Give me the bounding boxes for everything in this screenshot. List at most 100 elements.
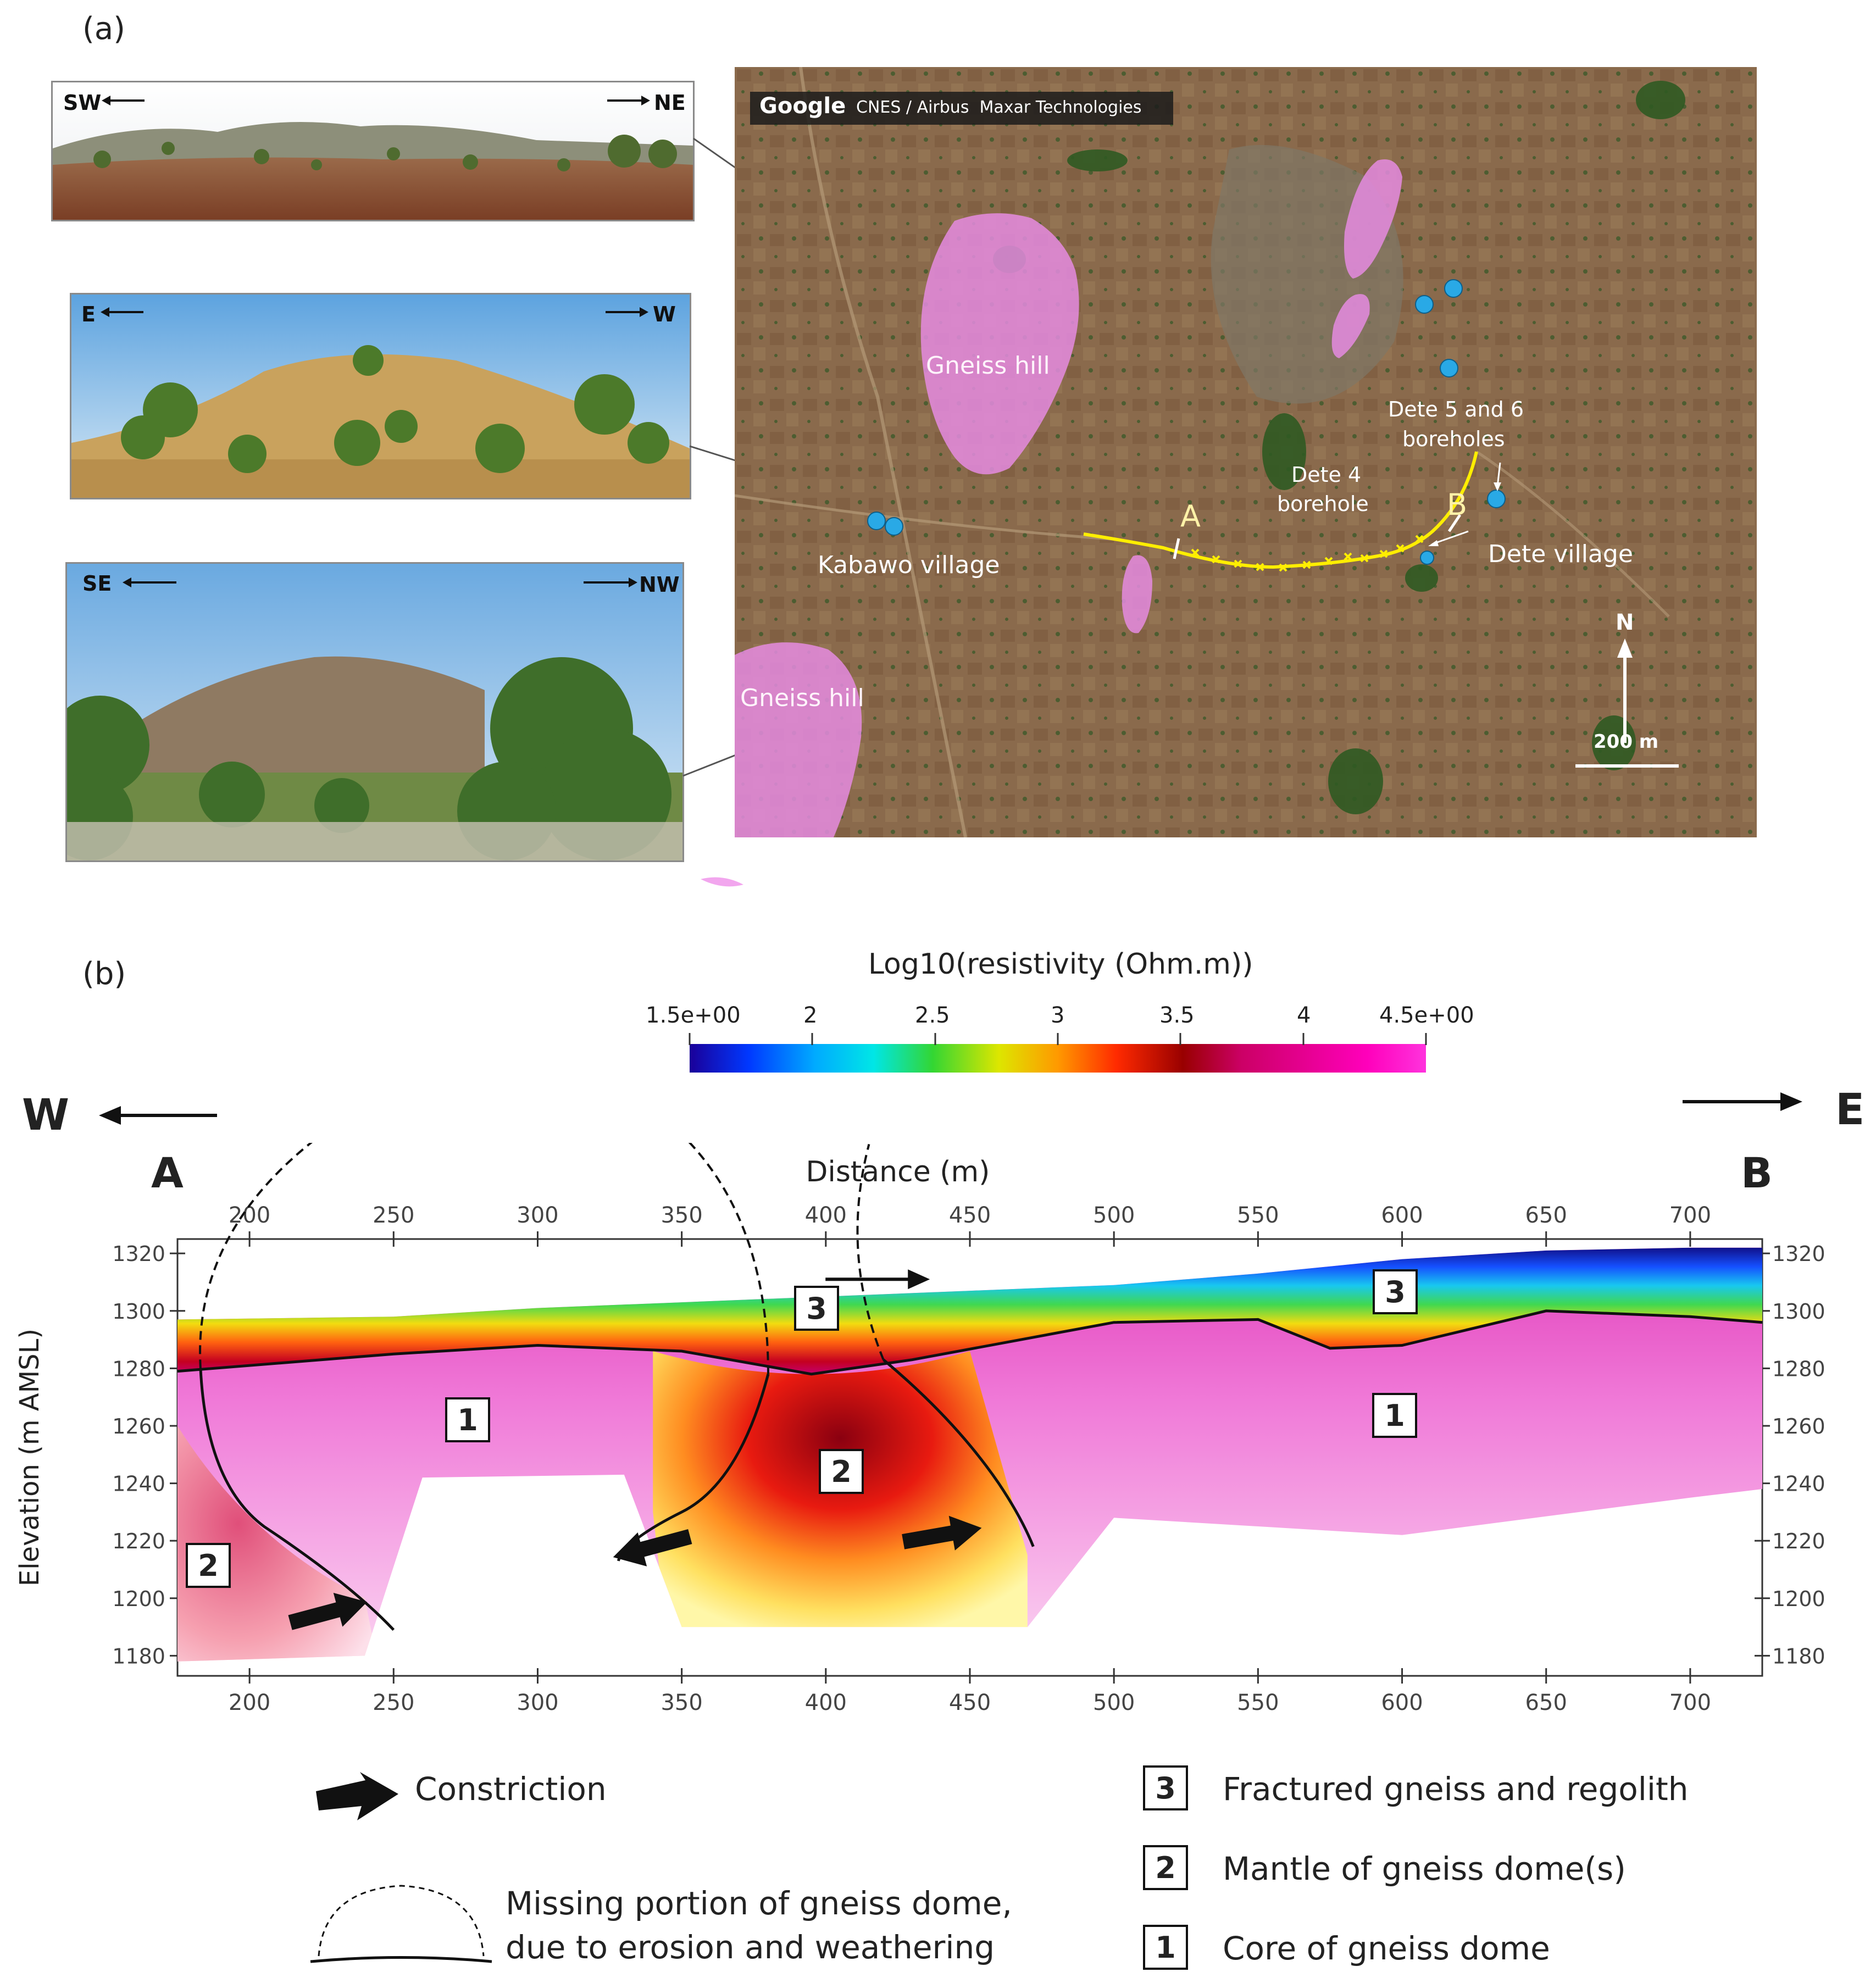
- colorbar-tick-label: 2: [803, 1003, 818, 1028]
- landscape-photo-2: [70, 293, 691, 499]
- x-tick-label-bottom: 300: [517, 1690, 558, 1715]
- map-attribution: CNES / Airbus Maxar Technologies: [856, 98, 1142, 117]
- zone-label-3: 3: [794, 1286, 839, 1331]
- arrow-left-icon: [99, 1102, 220, 1131]
- x-tick-label-top: 300: [517, 1203, 558, 1228]
- resistivity-section-chart: 2002002502503003003503504004004504505005…: [14, 1143, 1825, 1715]
- x-tick-label-bottom: 600: [1381, 1690, 1423, 1715]
- map-label-dete-village: Dete village: [1488, 540, 1633, 568]
- arrow-right-icon: [606, 92, 650, 111]
- y-tick-label-right: 1300: [1772, 1299, 1825, 1324]
- y-tick-label-left: 1320: [112, 1242, 165, 1266]
- x-tick-label-top: 650: [1525, 1203, 1567, 1228]
- legend-fractured-gneiss: Fractured gneiss and regolith: [1223, 1770, 1689, 1808]
- zone-label-1: 1: [1372, 1393, 1417, 1438]
- gneiss-hill-polygon: [920, 213, 1079, 475]
- missing-dome-legend-icon: [308, 1879, 495, 1975]
- arrow-right-icon: [604, 304, 648, 323]
- legend-missing-line2: due to erosion and weathering: [506, 1929, 995, 1966]
- missing-dome-dashed-line: [199, 1143, 769, 1374]
- y-tick-label-left: 1180: [112, 1644, 165, 1668]
- panel-b-label: (b): [82, 956, 126, 992]
- colorbar-tick-label: 4.5e+00: [1379, 1003, 1474, 1028]
- colorbar-title: Log10(resistivity (Ohm.m)): [868, 948, 1253, 981]
- x-tick-label-bottom: 700: [1669, 1690, 1711, 1715]
- borehole-marker: [1487, 490, 1506, 508]
- zone-label-1: 1: [445, 1397, 490, 1442]
- landscape-photo-1: [51, 81, 695, 221]
- x-tick-label-bottom: 500: [1093, 1690, 1135, 1715]
- zone-label-3: 3: [1373, 1269, 1418, 1314]
- borehole-marker: [885, 517, 903, 536]
- legend-num-2: 2: [1143, 1845, 1188, 1890]
- missing-dome-dashed-line: [856, 1143, 885, 1360]
- west-label: W: [22, 1091, 70, 1140]
- x-tick-label-top: 700: [1669, 1203, 1711, 1228]
- x-tick-label-bottom: 350: [661, 1690, 702, 1715]
- y-tick-label-left: 1200: [112, 1587, 165, 1611]
- map-label-kabawo-village: Kabawo village: [818, 551, 1000, 579]
- y-tick-label-right: 1220: [1772, 1529, 1825, 1553]
- zone-label-2: 2: [819, 1449, 864, 1494]
- legend-num-1: 1: [1143, 1925, 1188, 1970]
- legend-core: Core of gneiss dome: [1223, 1930, 1550, 1967]
- constriction-arrow-icon: [613, 1529, 692, 1567]
- colorbar-tick-label: 1.5e+00: [646, 1003, 741, 1028]
- map-label-dete4: Dete 4: [1291, 463, 1362, 487]
- x-tick-label-top: 500: [1093, 1203, 1135, 1228]
- x-tick-label-bottom: 200: [229, 1690, 270, 1715]
- y-tick-label-right: 1260: [1772, 1414, 1825, 1438]
- x-tick-label-top: 450: [949, 1203, 991, 1228]
- colorbar-tick-label: 4: [1297, 1003, 1311, 1028]
- pink-fragment: [701, 874, 745, 892]
- arrow-left-icon: [102, 92, 146, 111]
- photo2-left-direction: E: [81, 302, 96, 326]
- y-tick-label-left: 1240: [112, 1472, 165, 1496]
- y-tick-label-left: 1260: [112, 1414, 165, 1438]
- map-label-dete56: Dete 5 and 6: [1388, 397, 1524, 421]
- map-label-dete4-borehole: borehole: [1277, 492, 1369, 516]
- y-tick-label-right: 1200: [1772, 1587, 1825, 1611]
- borehole-marker: [867, 512, 886, 530]
- east-label: E: [1835, 1085, 1865, 1135]
- constriction-arrow-icon: [902, 1515, 982, 1551]
- constriction-arrow-icon: [288, 1592, 368, 1630]
- photo1-left-direction: SW: [63, 91, 102, 115]
- legend-mantle: Mantle of gneiss dome(s): [1223, 1850, 1626, 1887]
- borehole-marker: [1415, 295, 1434, 314]
- y-tick-label-right: 1240: [1772, 1472, 1825, 1496]
- borehole-marker: [1444, 279, 1463, 298]
- colorbar-ticks: [689, 1033, 1427, 1045]
- north-arrow-label: N: [1616, 610, 1634, 635]
- x-tick-label-top: 250: [373, 1203, 414, 1228]
- x-tick-label-top: 600: [1381, 1203, 1423, 1228]
- arrow-left-icon: [123, 574, 177, 593]
- y-tick-label-right: 1320: [1772, 1242, 1825, 1266]
- colorbar-tick-label: 3.5: [1159, 1003, 1195, 1028]
- x-tick-label-bottom: 650: [1525, 1690, 1567, 1715]
- dome-boundary-line: [199, 1368, 395, 1631]
- borehole-marker: [1440, 359, 1458, 377]
- arrow-right-icon: [1681, 1088, 1802, 1118]
- photo1-right-direction: NE: [654, 91, 686, 115]
- y-axis-label: Elevation (m AMSL): [14, 1329, 45, 1586]
- profile-start-a: A: [151, 1148, 184, 1197]
- map-label-gneiss-hill-2: Gneiss hill: [740, 684, 864, 712]
- map-point-b-label: B: [1447, 487, 1468, 522]
- map-label-gneiss-hill-1: Gneiss hill: [926, 352, 1050, 380]
- zone-label-2: 2: [186, 1543, 231, 1588]
- photo3-left-direction: SE: [82, 571, 112, 596]
- legend-constriction: Constriction: [415, 1770, 607, 1808]
- arrow-right-icon: [582, 574, 637, 593]
- constriction-arrow-icon: [316, 1772, 398, 1824]
- photo3-right-direction: NW: [639, 573, 680, 597]
- scale-bar-label: 200 m: [1594, 731, 1659, 753]
- google-logo: Google: [759, 93, 846, 119]
- flow-arrow-icon: [825, 1269, 930, 1290]
- gneiss-hill-polygon: [735, 642, 862, 837]
- x-tick-label-top: 400: [805, 1203, 847, 1228]
- weathering-front-line: [177, 1309, 1763, 1376]
- legend-num-3: 3: [1143, 1765, 1188, 1810]
- landscape-photo-3: [65, 562, 684, 862]
- y-tick-label-left: 1220: [112, 1529, 165, 1553]
